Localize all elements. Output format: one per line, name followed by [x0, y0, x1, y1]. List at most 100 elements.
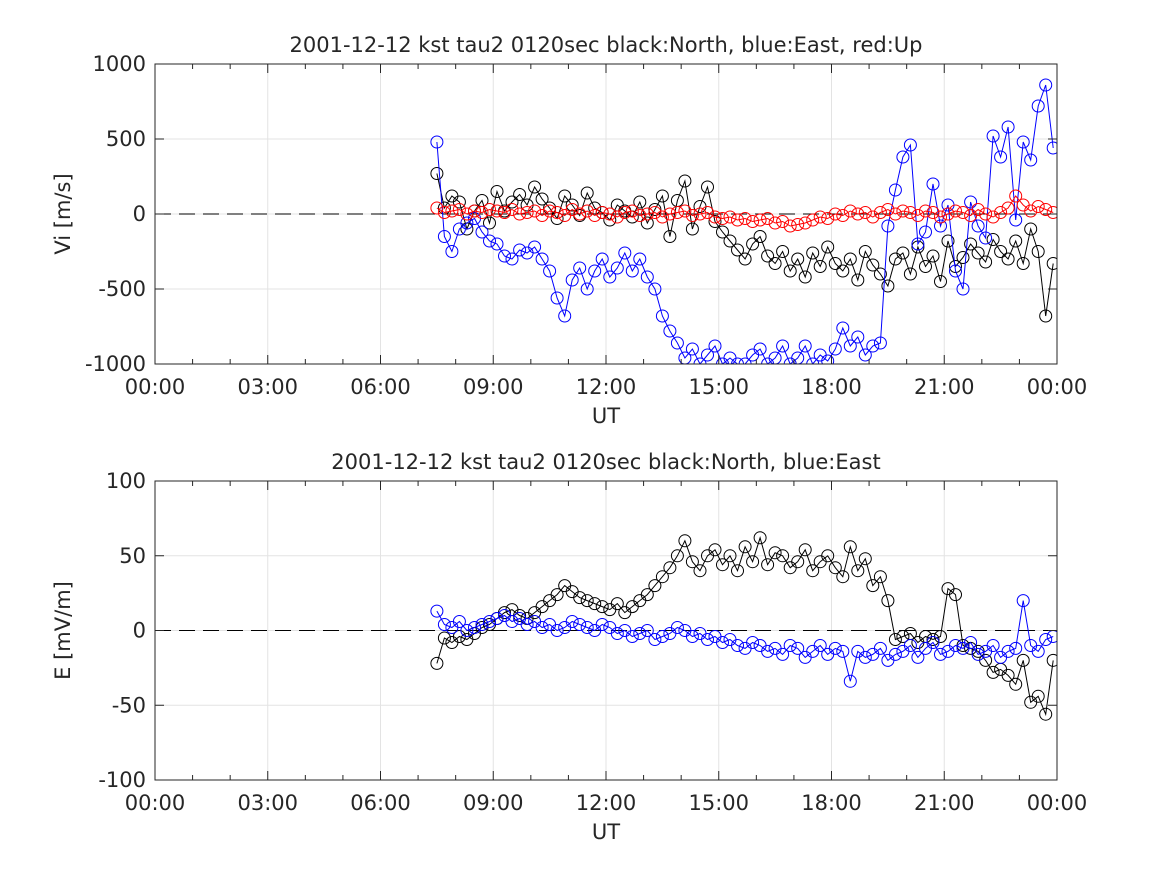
data-point — [761, 249, 775, 263]
x-tick-label: 03:00 — [237, 791, 298, 815]
data-point — [911, 650, 925, 664]
data-point — [701, 180, 714, 194]
x-tick-label: 09:00 — [463, 791, 524, 815]
data-point — [851, 330, 865, 344]
data-point — [663, 207, 677, 221]
data-point — [934, 210, 947, 224]
data-point — [648, 203, 662, 216]
data-point — [738, 212, 752, 225]
data-point — [1001, 252, 1015, 266]
data-point — [550, 291, 564, 305]
data-point — [843, 204, 857, 218]
data-point — [753, 213, 767, 227]
data-point — [798, 216, 812, 230]
data-point — [655, 189, 669, 203]
data-point — [543, 264, 557, 278]
data-point — [528, 240, 542, 254]
data-point — [994, 150, 1008, 164]
data-point — [776, 647, 790, 661]
data-point — [483, 216, 496, 230]
data-point — [693, 564, 707, 578]
data-point — [610, 597, 624, 611]
data-point — [964, 195, 978, 209]
data-point — [791, 351, 805, 364]
data-point — [753, 531, 767, 545]
data-point — [633, 195, 647, 209]
data-point — [926, 177, 940, 191]
data-point — [828, 561, 842, 575]
x-tick-label: 18:00 — [801, 375, 862, 399]
data-point — [670, 206, 684, 219]
data-point — [445, 245, 459, 258]
data-point — [558, 309, 572, 323]
data-point — [836, 570, 850, 584]
y-tick-label: 0 — [133, 619, 146, 643]
data-point — [550, 588, 564, 602]
data-point — [783, 639, 797, 652]
data-point — [550, 206, 564, 219]
data-point — [483, 234, 496, 248]
data-point — [896, 150, 910, 164]
data-point — [843, 674, 857, 688]
data-point — [565, 203, 579, 216]
data-point — [716, 225, 729, 239]
data-point — [610, 627, 624, 640]
data-point — [505, 252, 519, 266]
data-point — [708, 210, 722, 224]
x-tick-label: 09:00 — [463, 375, 524, 399]
electric-field-panel: 00:00 03:00 06:00 09:00 12:00 15:00 18:00 21:00… — [51, 450, 1087, 844]
data-point — [851, 207, 865, 221]
data-point — [498, 249, 511, 263]
x-tick-label: 00:00 — [125, 791, 186, 815]
data-point — [625, 264, 639, 278]
data-point — [678, 174, 692, 188]
data-point — [580, 594, 594, 608]
data-point — [934, 647, 947, 661]
data-point — [746, 636, 760, 649]
data-point — [994, 245, 1008, 258]
data-point — [873, 641, 887, 655]
data-point — [791, 641, 805, 655]
data-point — [670, 336, 684, 350]
data-point — [550, 624, 564, 637]
data-point — [595, 206, 609, 219]
data-point — [437, 618, 451, 631]
data-point — [475, 618, 489, 631]
data-point — [783, 219, 797, 233]
data-point — [1009, 213, 1023, 227]
data-point — [513, 188, 527, 201]
data-point — [535, 621, 549, 634]
data-point — [979, 231, 993, 245]
data-point — [873, 267, 887, 281]
x-tick-label: 15:00 — [688, 791, 749, 815]
data-point — [1009, 234, 1023, 248]
series-line-1 — [436, 84, 1054, 364]
data-point — [701, 633, 714, 646]
data-point — [881, 219, 895, 233]
data-point — [768, 257, 782, 270]
data-point — [858, 650, 872, 664]
data-point — [588, 264, 602, 278]
data-point — [851, 273, 865, 287]
y-axis-label: E [mV/m] — [51, 581, 75, 680]
data-point — [490, 612, 504, 625]
y-axis-label: Vi [m/s] — [51, 173, 75, 254]
data-point — [746, 555, 760, 569]
data-point — [919, 225, 932, 239]
data-point — [655, 570, 669, 584]
data-point — [430, 656, 444, 670]
data-point — [437, 631, 451, 645]
data-point — [505, 615, 519, 628]
data-point — [701, 348, 714, 362]
data-point — [964, 636, 978, 649]
data-point — [881, 203, 895, 216]
data-point — [437, 206, 451, 219]
data-point — [580, 282, 594, 296]
data-point — [791, 218, 805, 231]
data-point — [475, 206, 489, 219]
x-tick-label: 06:00 — [350, 791, 411, 815]
y-tick-label: -500 — [98, 277, 146, 301]
data-point — [813, 210, 827, 224]
data-point — [926, 636, 940, 649]
data-point — [941, 207, 955, 221]
